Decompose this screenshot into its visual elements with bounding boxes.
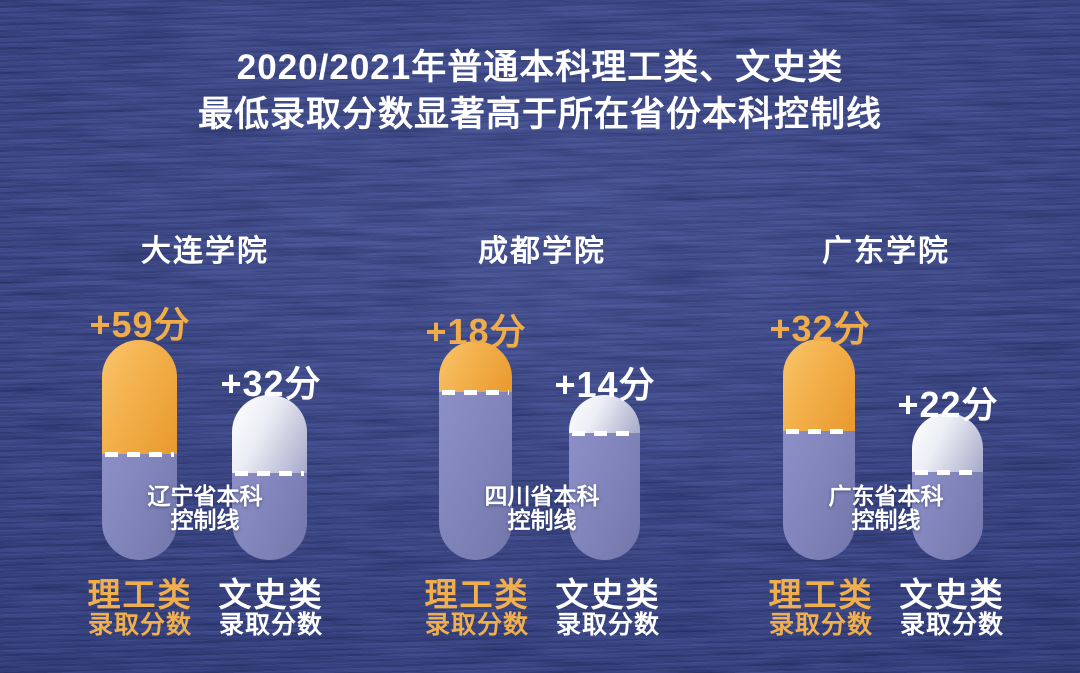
- liberal-category-sublabel: 录取分数: [218, 611, 324, 639]
- capsule-body: [783, 431, 855, 560]
- control-line-dash: [105, 452, 174, 457]
- capsule-body: [232, 473, 307, 560]
- science-category-label: 理工类: [87, 576, 193, 613]
- liberal-delta-label: +32分: [220, 363, 322, 404]
- province-control-line-label: 辽宁省本科 控制线: [65, 484, 345, 532]
- college-name: 大连学院: [141, 235, 269, 268]
- control-line-dash: [442, 390, 509, 395]
- province-label-line-2: 控制线: [170, 507, 240, 533]
- liberal-delta-label: +14分: [554, 364, 656, 405]
- province-label-line-2: 控制线: [851, 507, 921, 533]
- science-delta-label: +59分: [89, 304, 191, 345]
- control-line-dash: [915, 470, 980, 475]
- college-name: 广东学院: [822, 235, 950, 268]
- science-category-sublabel: 录取分数: [768, 611, 874, 639]
- capsule-body: [439, 392, 512, 560]
- poster-title-line-2: 最低录取分数显著高于所在省份本科控制线: [197, 95, 882, 134]
- science-delta-label: +32分: [769, 308, 871, 349]
- liberal-category-label: 文史类: [218, 576, 324, 613]
- capsule-cap-liberal: [912, 413, 983, 472]
- science-delta-label: +18分: [425, 311, 527, 352]
- liberal-delta-label: +22分: [897, 384, 999, 425]
- province-label-line-1: 广东省本科: [828, 483, 944, 509]
- province-label-line-1: 四川省本科: [484, 483, 600, 509]
- control-line-dash: [235, 471, 304, 476]
- capsule-cap-science: [102, 340, 177, 454]
- science-category-sublabel: 录取分数: [87, 611, 193, 639]
- college-group-guangdong: 广东学院 +32分 +22分 广东省本科 控制线 理工类 录取分数 文史类 录取…: [746, 0, 1026, 673]
- science-category-label: 理工类: [768, 576, 874, 613]
- liberal-category-sublabel: 录取分数: [899, 611, 1005, 639]
- liberal-capsule-bar: [912, 413, 983, 560]
- poster-title-line-1: 2020/2021年普通本科理工类、文史类: [236, 48, 844, 87]
- science-capsule-bar: [783, 339, 855, 560]
- science-category-label: 理工类: [424, 576, 530, 613]
- capsule-cap-liberal: [232, 395, 307, 473]
- province-label-line-2: 控制线: [507, 507, 577, 533]
- liberal-category-label: 文史类: [899, 576, 1005, 613]
- college-name: 成都学院: [478, 235, 606, 268]
- province-control-line-label: 四川省本科 控制线: [402, 484, 682, 532]
- poster-title: 2020/2021年普通本科理工类、文史类 最低录取分数显著高于所在省份本科控制…: [0, 44, 1080, 138]
- control-line-dash: [572, 431, 637, 436]
- capsule-body: [912, 472, 983, 560]
- science-category-sublabel: 录取分数: [424, 611, 530, 639]
- science-capsule-bar: [439, 341, 512, 560]
- liberal-category-sublabel: 录取分数: [555, 611, 661, 639]
- capsule-body: [102, 454, 177, 560]
- capsule-body: [569, 433, 640, 560]
- college-group-chengdu: 成都学院 +18分 +14分 四川省本科 控制线 理工类 录取分数 文史类 录取…: [402, 0, 682, 673]
- liberal-capsule-bar: [569, 395, 640, 560]
- capsule-cap-science: [439, 341, 512, 392]
- science-capsule-bar: [102, 340, 177, 560]
- capsule-cap-science: [783, 339, 855, 431]
- province-label-line-1: 辽宁省本科: [147, 483, 263, 509]
- control-line-dash: [786, 429, 852, 434]
- liberal-category-label: 文史类: [555, 576, 661, 613]
- college-group-dalian: 大连学院 +59分 +32分 辽宁省本科 控制线 理工类 录取分数 文史类 录取…: [65, 0, 345, 673]
- province-control-line-label: 广东省本科 控制线: [746, 484, 1026, 532]
- liberal-capsule-bar: [232, 395, 307, 560]
